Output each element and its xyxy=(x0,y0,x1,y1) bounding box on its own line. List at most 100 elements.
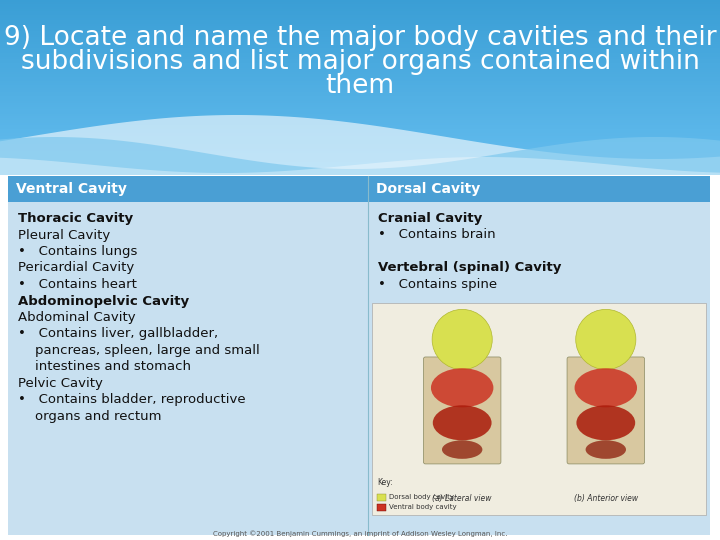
Text: Pelvic Cavity: Pelvic Cavity xyxy=(18,377,103,390)
Polygon shape xyxy=(0,22,720,24)
Text: intestines and stomach: intestines and stomach xyxy=(18,361,191,374)
Polygon shape xyxy=(0,11,720,13)
Bar xyxy=(377,494,386,501)
Polygon shape xyxy=(0,42,720,44)
Polygon shape xyxy=(0,118,720,120)
Text: Copyright ©2001 Benjamin Cummings, an imprint of Addison Wesley Longman, Inc.: Copyright ©2001 Benjamin Cummings, an im… xyxy=(212,530,508,537)
Polygon shape xyxy=(0,96,720,98)
Polygon shape xyxy=(0,160,720,162)
Polygon shape xyxy=(0,112,720,114)
Polygon shape xyxy=(0,0,720,2)
Polygon shape xyxy=(0,157,720,175)
Text: 9) Locate and name the major body cavities and their: 9) Locate and name the major body caviti… xyxy=(4,25,716,51)
FancyBboxPatch shape xyxy=(423,357,501,464)
Text: Dorsal body cavity: Dorsal body cavity xyxy=(389,494,454,500)
Text: (b) Anterior view: (b) Anterior view xyxy=(574,494,638,503)
Ellipse shape xyxy=(433,406,492,440)
Text: Abdominal Cavity: Abdominal Cavity xyxy=(18,311,135,324)
Polygon shape xyxy=(0,19,720,22)
Polygon shape xyxy=(0,79,720,81)
Ellipse shape xyxy=(431,368,493,407)
Polygon shape xyxy=(0,87,720,90)
Polygon shape xyxy=(0,146,720,148)
Polygon shape xyxy=(0,115,720,175)
Text: •   Contains liver, gallbladder,: • Contains liver, gallbladder, xyxy=(18,327,218,341)
Circle shape xyxy=(576,309,636,369)
Polygon shape xyxy=(0,138,720,140)
Polygon shape xyxy=(0,133,720,136)
Polygon shape xyxy=(0,127,720,129)
Polygon shape xyxy=(0,123,720,125)
Polygon shape xyxy=(0,15,720,17)
Polygon shape xyxy=(0,153,720,156)
Polygon shape xyxy=(0,137,720,175)
Polygon shape xyxy=(0,68,720,70)
Polygon shape xyxy=(0,120,720,123)
Polygon shape xyxy=(0,61,720,63)
Ellipse shape xyxy=(585,440,626,459)
Polygon shape xyxy=(0,144,720,146)
Polygon shape xyxy=(0,100,720,103)
Polygon shape xyxy=(0,105,720,107)
Polygon shape xyxy=(0,166,720,168)
Polygon shape xyxy=(0,50,720,52)
Polygon shape xyxy=(0,148,720,151)
Text: •   Contains heart: • Contains heart xyxy=(18,278,137,291)
Text: Ventral body cavity: Ventral body cavity xyxy=(389,504,456,510)
Text: Cranial Cavity: Cranial Cavity xyxy=(378,212,482,225)
Polygon shape xyxy=(0,2,720,4)
Polygon shape xyxy=(0,77,720,79)
Bar xyxy=(368,176,710,202)
Polygon shape xyxy=(0,107,720,110)
Polygon shape xyxy=(0,103,720,105)
Polygon shape xyxy=(0,57,720,59)
Bar xyxy=(377,504,386,511)
Polygon shape xyxy=(0,17,720,19)
Polygon shape xyxy=(0,26,720,29)
Polygon shape xyxy=(0,94,720,96)
Polygon shape xyxy=(0,164,720,166)
Text: •   Contains spine: • Contains spine xyxy=(378,278,497,291)
Polygon shape xyxy=(0,142,720,144)
Polygon shape xyxy=(0,52,720,55)
Text: •   Contains lungs: • Contains lungs xyxy=(18,245,138,258)
Text: Dorsal Cavity: Dorsal Cavity xyxy=(376,182,480,196)
Polygon shape xyxy=(0,85,720,87)
Polygon shape xyxy=(0,156,720,158)
Polygon shape xyxy=(0,140,720,142)
Ellipse shape xyxy=(575,368,637,407)
FancyBboxPatch shape xyxy=(567,357,644,464)
Polygon shape xyxy=(0,125,720,127)
Polygon shape xyxy=(0,173,720,175)
Polygon shape xyxy=(0,4,720,6)
Polygon shape xyxy=(0,24,720,26)
Polygon shape xyxy=(0,46,720,48)
Polygon shape xyxy=(0,55,720,57)
Polygon shape xyxy=(0,70,720,72)
Polygon shape xyxy=(0,92,720,94)
Circle shape xyxy=(432,309,492,369)
Ellipse shape xyxy=(577,406,635,440)
Polygon shape xyxy=(0,81,720,83)
Text: Vertebral (spinal) Cavity: Vertebral (spinal) Cavity xyxy=(378,261,562,274)
Polygon shape xyxy=(0,90,720,92)
Polygon shape xyxy=(0,39,720,42)
Polygon shape xyxy=(0,136,720,138)
Text: Abdominopelvic Cavity: Abdominopelvic Cavity xyxy=(18,294,189,307)
Polygon shape xyxy=(0,110,720,112)
Polygon shape xyxy=(0,29,720,31)
Polygon shape xyxy=(0,129,720,131)
Text: pancreas, spleen, large and small: pancreas, spleen, large and small xyxy=(18,344,260,357)
Text: Thoracic Cavity: Thoracic Cavity xyxy=(18,212,133,225)
Polygon shape xyxy=(0,37,720,39)
Polygon shape xyxy=(0,162,720,164)
Text: organs and rectum: organs and rectum xyxy=(18,410,161,423)
Polygon shape xyxy=(0,33,720,35)
Text: Pleural Cavity: Pleural Cavity xyxy=(18,228,110,241)
Polygon shape xyxy=(0,66,720,68)
Text: subdivisions and list major organs contained within: subdivisions and list major organs conta… xyxy=(21,49,699,75)
Polygon shape xyxy=(0,158,720,160)
Polygon shape xyxy=(0,168,720,171)
Polygon shape xyxy=(0,131,720,133)
Polygon shape xyxy=(0,35,720,37)
